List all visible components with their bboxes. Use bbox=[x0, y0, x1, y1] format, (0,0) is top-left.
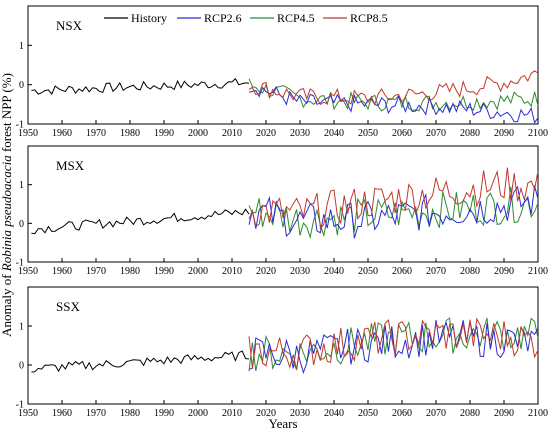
y-axis-title-part: forest NPP (%) bbox=[0, 73, 14, 155]
y-axis-title: Anomaly of Robinia pseudoacacia forest N… bbox=[0, 73, 14, 337]
y-tick-label: 0 bbox=[19, 219, 24, 230]
legend-entry-rcp85: RCP8.5 bbox=[323, 11, 388, 25]
x-tick-label: 2080 bbox=[460, 266, 480, 277]
x-tick-label: 2060 bbox=[392, 128, 412, 139]
x-tick-label: 2080 bbox=[460, 408, 480, 419]
x-tick-label: 2060 bbox=[392, 266, 412, 277]
x-tick-label: 1990 bbox=[154, 128, 174, 139]
y-axis-title-part: Anomaly of bbox=[0, 271, 14, 337]
x-tick-label: 1970 bbox=[86, 266, 106, 277]
x-tick-label: 2010 bbox=[222, 128, 242, 139]
x-tick-label: 2070 bbox=[426, 408, 446, 419]
series-rcp85-line bbox=[248, 70, 539, 106]
x-tick-label: 2000 bbox=[188, 408, 208, 419]
y-tick-label: 1 bbox=[19, 322, 24, 333]
x-tick-label: 2050 bbox=[358, 408, 378, 419]
x-tick-label: 2040 bbox=[324, 408, 344, 419]
series-rcp45-line bbox=[248, 78, 539, 112]
legend-label: RCP8.5 bbox=[350, 11, 388, 25]
x-tick-label: 2060 bbox=[392, 408, 412, 419]
x-tick-label: 1950 bbox=[18, 408, 38, 419]
panel-msx: -1 0 1 1950 1960 1970 1980 1990 2000 2010 2020 2030… bbox=[16, 145, 548, 277]
legend-label: RCP2.6 bbox=[204, 11, 242, 25]
x-tick-label: 2010 bbox=[222, 266, 242, 277]
x-tick-label: 2050 bbox=[358, 128, 378, 139]
x-tick-label: 2070 bbox=[426, 266, 446, 277]
series-rcp26-line bbox=[248, 85, 539, 124]
legend-label: History bbox=[131, 11, 167, 25]
x-tick-label: 2000 bbox=[188, 128, 208, 139]
x-tick-label: 2070 bbox=[426, 128, 446, 139]
x-tick-label: 2040 bbox=[324, 128, 344, 139]
x-tick-label: 2090 bbox=[494, 266, 514, 277]
x-tick-label: 2090 bbox=[494, 408, 514, 419]
x-tick-label: 2000 bbox=[188, 266, 208, 277]
y-tick-label: -1 bbox=[16, 258, 24, 269]
x-tick-label: 2100 bbox=[528, 266, 548, 277]
y-tick-label: -1 bbox=[16, 120, 24, 131]
x-tick-label: 1960 bbox=[52, 128, 72, 139]
legend-entry-history: History bbox=[104, 11, 167, 25]
x-tick-label: 2020 bbox=[256, 128, 276, 139]
y-tick-label: -1 bbox=[16, 400, 24, 411]
x-tick-label: 1980 bbox=[120, 128, 140, 139]
plot-frame bbox=[27, 145, 539, 263]
x-tick-label: 1990 bbox=[154, 266, 174, 277]
series-rcp85-line bbox=[248, 167, 539, 230]
y-tick-label: 0 bbox=[19, 361, 24, 372]
x-tick-label: 1950 bbox=[18, 128, 38, 139]
x-tick-label: 2090 bbox=[494, 128, 514, 139]
y-tick-label: 1 bbox=[19, 41, 24, 52]
x-tick-label: 2050 bbox=[358, 266, 378, 277]
series-history-line bbox=[31, 208, 250, 235]
x-tick-label: 1980 bbox=[120, 408, 140, 419]
x-tick-label: 2080 bbox=[460, 128, 480, 139]
x-tick-label: 2100 bbox=[528, 408, 548, 419]
x-tick-label: 1960 bbox=[52, 266, 72, 277]
x-tick-label: 1990 bbox=[154, 408, 174, 419]
y-axis-title-part: Robinia pseudoacacia bbox=[0, 155, 14, 272]
x-tick-label: 1980 bbox=[120, 266, 140, 277]
x-axis-title: Years bbox=[268, 416, 297, 431]
x-tick-label: 2020 bbox=[256, 266, 276, 277]
series-rcp45-line bbox=[248, 186, 539, 240]
x-tick-label: 1970 bbox=[86, 128, 106, 139]
series-rcp85-line bbox=[248, 317, 539, 370]
panel-label: NSX bbox=[56, 18, 83, 33]
panel-ssx: -1 0 1 1950 1960 1970 1980 1990 2000 2010 2020 2030… bbox=[16, 286, 548, 419]
x-tick-label: 2030 bbox=[290, 266, 310, 277]
x-tick-label: 2030 bbox=[290, 128, 310, 139]
plot-frame bbox=[27, 5, 539, 125]
y-tick-label: 1 bbox=[19, 180, 24, 191]
series-rcp26-line bbox=[248, 185, 539, 239]
panel-nsx: -1 0 1 1950 1960 1970 1980 1990 2000 2010 2020 2030… bbox=[16, 5, 548, 139]
series-history-line bbox=[31, 77, 250, 95]
legend-entry-rcp26: RCP2.6 bbox=[177, 11, 242, 25]
x-tick-label: 2030 bbox=[290, 408, 310, 419]
series-rcp26-line bbox=[248, 319, 539, 375]
legend-entry-rcp45: RCP4.5 bbox=[250, 11, 315, 25]
x-tick-label: 2020 bbox=[256, 408, 276, 419]
x-tick-label: 2100 bbox=[528, 128, 548, 139]
x-tick-label: 1970 bbox=[86, 408, 106, 419]
panel-label: SSX bbox=[56, 299, 80, 314]
plot-frame bbox=[27, 286, 539, 405]
legend-label: RCP4.5 bbox=[277, 11, 315, 25]
x-tick-label: 1950 bbox=[18, 266, 38, 277]
series-history-line bbox=[31, 350, 250, 373]
x-tick-label: 1960 bbox=[52, 408, 72, 419]
panel-label: MSX bbox=[56, 158, 85, 173]
x-tick-label: 2010 bbox=[222, 408, 242, 419]
y-tick-label: 0 bbox=[19, 80, 24, 91]
x-tick-label: 2040 bbox=[324, 266, 344, 277]
